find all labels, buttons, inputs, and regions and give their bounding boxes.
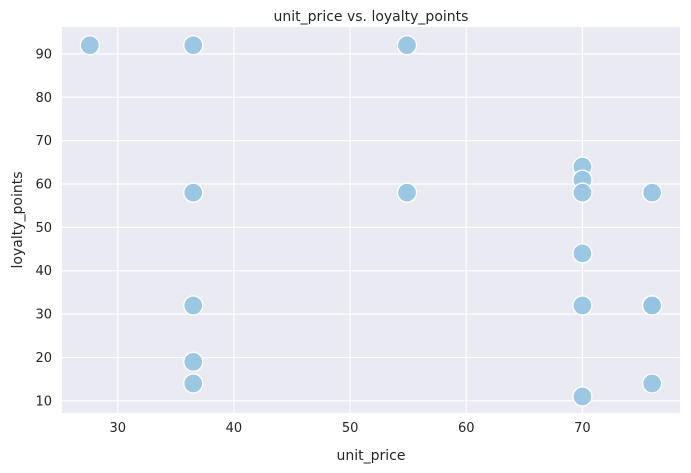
data-point [572, 243, 593, 264]
y-tick-label: 50 [35, 221, 52, 236]
data-point [572, 295, 593, 316]
y-axis-label: loyalty_points [10, 172, 26, 269]
data-point [396, 35, 418, 56]
data-point [396, 182, 418, 203]
grid-lines [62, 27, 680, 413]
data-point [641, 182, 663, 203]
data-point [183, 182, 204, 203]
y-tick-label: 80 [35, 91, 52, 106]
y-tick-label: 40 [35, 264, 52, 279]
x-tick-label: 30 [109, 421, 126, 436]
x-tick-label: 40 [226, 421, 243, 436]
y-tick-label: 30 [35, 308, 52, 323]
chart-title: unit_price vs. loyalty_points [274, 9, 469, 25]
x-axis-label: unit_price [337, 448, 406, 464]
y-tick-labels: 10 20 30 40 50 60 70 80 90 [35, 47, 52, 409]
data-point [183, 295, 204, 316]
x-tick-label: 70 [574, 421, 591, 436]
y-tick-label: 60 [35, 178, 52, 193]
data-point [79, 35, 101, 56]
y-tick-label: 10 [35, 394, 52, 409]
y-tick-label: 90 [35, 47, 52, 62]
data-point [641, 295, 663, 316]
data-point [183, 351, 204, 372]
data-point [183, 35, 204, 56]
data-point [572, 386, 593, 407]
x-tick-label: 50 [342, 421, 359, 436]
data-point [183, 373, 204, 394]
x-tick-label: 60 [458, 421, 475, 436]
data-point [641, 373, 663, 394]
y-tick-label: 20 [35, 351, 52, 366]
y-tick-label: 70 [35, 134, 52, 149]
data-point [572, 182, 593, 203]
plot-area [62, 27, 680, 413]
data-points [79, 35, 663, 407]
x-tick-labels: 30 40 50 60 70 [109, 421, 590, 436]
